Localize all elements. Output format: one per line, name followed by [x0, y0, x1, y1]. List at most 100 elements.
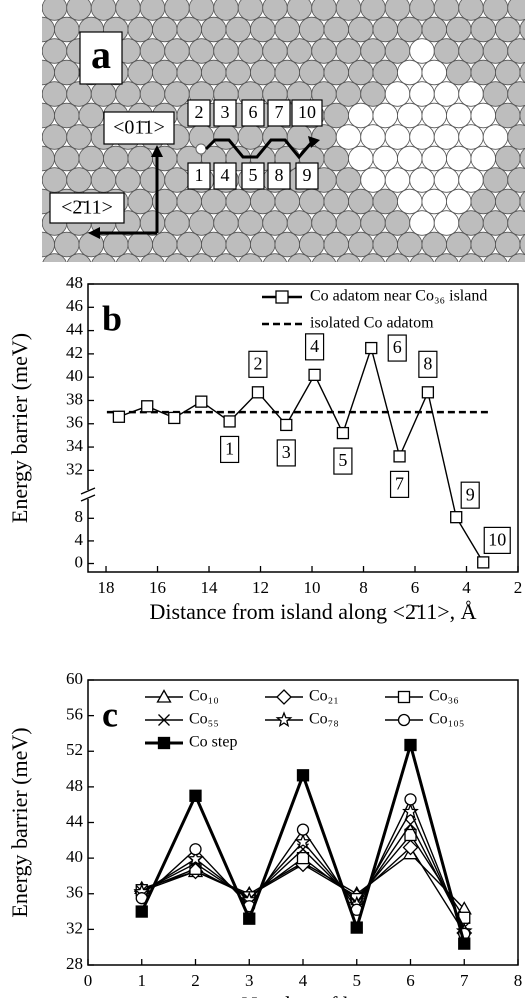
y-tick-label: 32	[66, 459, 83, 478]
x-tick-label: 12	[252, 578, 269, 597]
atom	[164, 38, 190, 64]
atom	[372, 59, 398, 86]
site-box	[213, 162, 237, 190]
atom	[397, 188, 423, 215]
atom	[237, 210, 264, 236]
atom	[360, 167, 386, 193]
atom	[311, 38, 337, 64]
atom	[421, 59, 447, 86]
atom	[139, 0, 166, 21]
atom	[176, 59, 202, 86]
atom	[127, 59, 153, 86]
atom	[42, 59, 55, 86]
atom	[495, 59, 521, 86]
y-tick-label: 40	[66, 366, 83, 385]
atom	[446, 102, 472, 129]
atom	[335, 124, 362, 150]
atom	[189, 253, 214, 262]
marker	[135, 905, 148, 918]
atom	[433, 81, 460, 107]
atom	[519, 234, 525, 255]
x-tick-label: 6	[411, 578, 420, 597]
atom	[42, 124, 68, 150]
y-tick-label: 52	[66, 740, 83, 759]
marker	[365, 341, 378, 355]
atom	[115, 253, 141, 262]
point-label-box	[333, 447, 353, 475]
marker	[156, 689, 172, 703]
atom	[188, 210, 215, 236]
atom	[42, 132, 43, 142]
site-label: 4	[221, 165, 230, 185]
point-label: 2	[253, 353, 262, 373]
atom	[409, 167, 435, 193]
atom	[225, 59, 251, 86]
x-tick-label: 4	[299, 971, 308, 990]
y-tick-label: 60	[66, 669, 83, 688]
atom	[225, 16, 251, 43]
atom	[470, 188, 496, 215]
point-label-box	[460, 481, 480, 509]
marker	[276, 689, 292, 705]
atom	[482, 210, 509, 236]
x-axis-label: Distance from island along <2̄11>, Å	[149, 599, 476, 624]
atom	[103, 145, 129, 172]
point-label-box	[389, 470, 410, 498]
y-tick-label: 0	[75, 552, 84, 571]
marker	[421, 386, 435, 399]
atom	[421, 231, 447, 258]
atom	[176, 16, 202, 43]
atom	[446, 188, 472, 215]
atom	[66, 0, 92, 21]
atom	[433, 38, 460, 64]
atom	[78, 102, 104, 129]
atom	[323, 231, 349, 258]
atom	[42, 38, 68, 64]
atom	[115, 81, 141, 107]
marker	[350, 921, 363, 934]
atom	[360, 38, 386, 64]
site-label: 2	[195, 102, 204, 122]
atom	[213, 38, 239, 64]
atom	[482, 0, 509, 21]
point-label: 3	[282, 442, 291, 462]
atom	[201, 231, 227, 258]
atom	[127, 16, 153, 43]
atom	[311, 253, 337, 262]
atom	[433, 167, 460, 193]
site-box	[213, 99, 237, 127]
atom	[54, 231, 80, 258]
atom	[397, 231, 423, 258]
atom	[213, 210, 239, 236]
atom	[409, 253, 435, 262]
atom	[433, 210, 460, 236]
atom	[42, 46, 43, 56]
atom	[262, 210, 288, 236]
atom	[470, 145, 496, 172]
atom	[446, 59, 472, 86]
site-label: 5	[249, 165, 258, 185]
atom	[127, 188, 153, 215]
atom	[152, 59, 178, 86]
plot-frame	[87, 283, 519, 573]
atom	[274, 59, 300, 86]
atom	[335, 167, 362, 193]
marker	[294, 833, 312, 850]
site-box	[187, 99, 211, 127]
atom	[360, 253, 386, 262]
marker	[141, 400, 154, 413]
atom	[360, 0, 386, 21]
marker	[404, 738, 417, 752]
atom	[372, 231, 398, 258]
atom	[446, 16, 472, 43]
atom	[54, 102, 80, 129]
point-label: 6	[393, 337, 402, 357]
atom	[311, 0, 337, 21]
atom	[299, 188, 325, 215]
atom	[237, 124, 264, 150]
atom	[348, 16, 374, 43]
atom	[238, 253, 263, 262]
direction-label: <01̄1>	[113, 117, 165, 139]
atom	[323, 188, 349, 215]
atom	[42, 81, 68, 107]
